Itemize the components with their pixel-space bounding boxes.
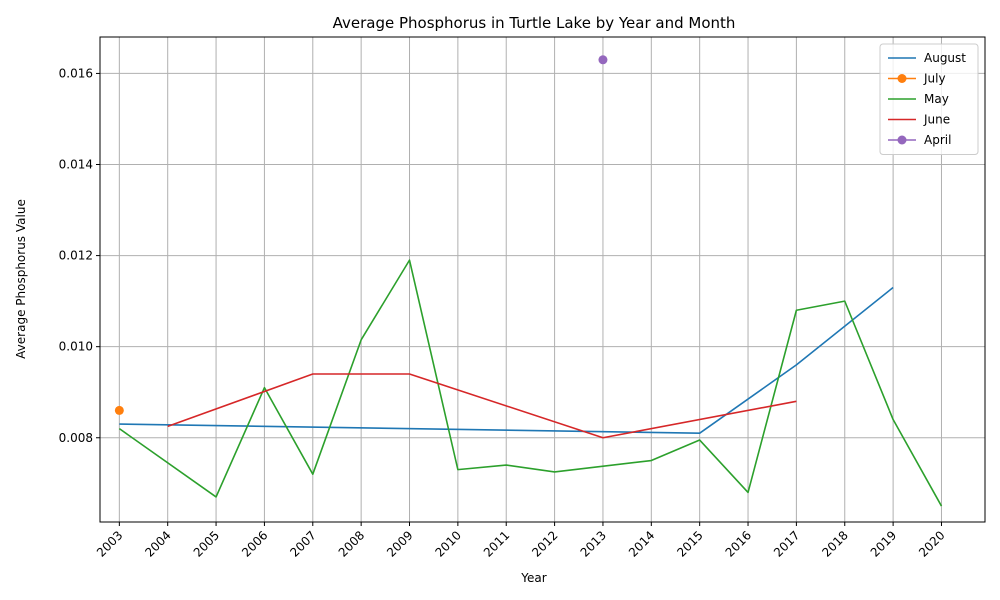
legend-marker [897,135,907,145]
series-line-august [119,286,894,434]
legend-item-august: August [888,51,966,65]
series-line-june [167,373,797,439]
plot-frame [99,36,986,523]
y-axis-ticks: 0.008 0.010 0.012 0.014 0.016 [59,66,100,445]
legend-label: June [923,113,950,127]
y-axis-label: Average Phosphorus Value [14,199,28,359]
y-tick-label: 0.010 [59,340,93,354]
legend-item-june: June [888,113,950,127]
legend-box [879,43,979,155]
series-june [167,373,797,439]
legend-label: August [924,51,966,65]
series-layer [114,55,943,507]
legend-label: July [923,72,946,86]
series-line-may [118,259,943,507]
series-april [598,55,608,65]
x-axis-label: Year [520,571,546,585]
chart-title: Average Phosphorus in Turtle Lake by Yea… [333,14,736,32]
data-point-july [114,405,124,415]
legend: August July May June April [879,43,979,155]
legend-label: May [924,92,949,106]
data-point-april [598,55,608,65]
series-august [119,286,894,434]
legend-label: April [924,133,951,147]
y-tick-label: 0.016 [59,66,93,80]
series-may [118,259,943,507]
grid-lines [100,37,985,522]
y-tick-label: 0.008 [59,431,93,445]
legend-item-may: May [888,92,949,106]
y-tick-label: 0.012 [59,249,93,263]
legend-item-july: July [888,72,946,86]
legend-marker [897,74,907,83]
y-tick-label: 0.014 [59,158,93,172]
legend-item-april: April [888,133,951,147]
series-july [114,405,124,415]
